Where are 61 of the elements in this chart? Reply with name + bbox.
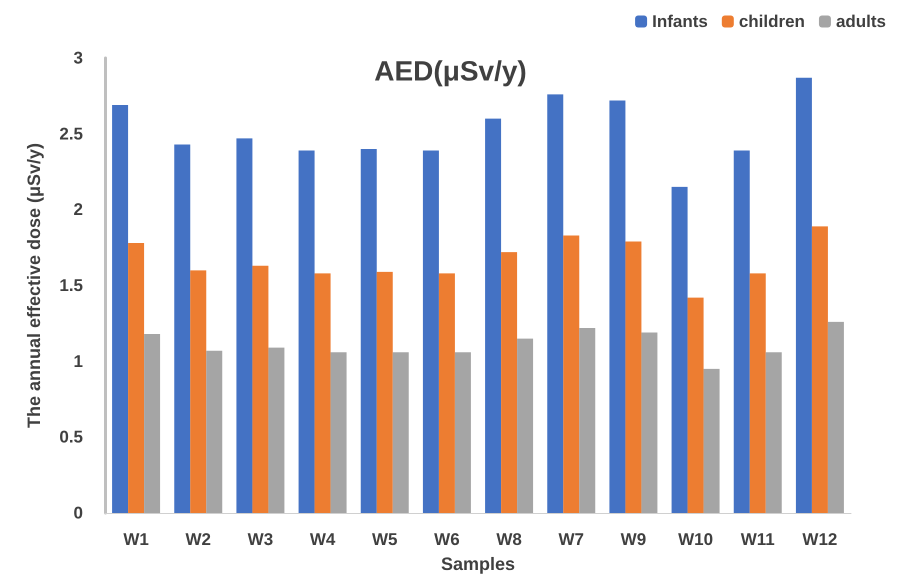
bar <box>422 150 439 513</box>
bar <box>501 252 518 513</box>
bar <box>828 322 844 513</box>
bar <box>688 298 704 513</box>
x-tick-label: W1 <box>123 530 149 549</box>
legend-label: children <box>738 12 805 31</box>
y-tick-label: 2 <box>74 200 83 220</box>
y-tick-label: 1 <box>74 352 83 371</box>
bar <box>641 332 658 513</box>
bar <box>812 226 828 513</box>
bar <box>268 348 284 513</box>
x-tick-label: W9 <box>620 530 646 549</box>
bar <box>563 235 580 513</box>
x-tick-label: W10 <box>678 530 714 549</box>
bar <box>330 352 347 513</box>
bar <box>625 242 642 513</box>
bar <box>252 266 268 513</box>
x-tick-label: W11 <box>740 530 775 549</box>
bar <box>112 105 128 513</box>
bar <box>376 272 393 513</box>
bar <box>766 352 782 513</box>
bar <box>128 243 144 513</box>
y-tick-label: 2.5 <box>59 124 83 144</box>
y-tick-label: 1.5 <box>59 276 83 295</box>
legend-label: Infants <box>652 12 708 31</box>
legend-label: adults <box>836 12 886 31</box>
bar <box>236 138 252 513</box>
x-tick-label: W8 <box>496 530 522 549</box>
y-tick-label: 3 <box>74 48 83 68</box>
x-tick-label: W4 <box>310 530 336 549</box>
bar <box>174 144 190 513</box>
x-axis-title: Samples <box>440 554 516 574</box>
bar <box>734 150 750 513</box>
bar <box>517 338 534 513</box>
y-tick-label: 0 <box>74 504 83 522</box>
bar <box>298 150 315 513</box>
bar <box>672 186 688 513</box>
bar <box>360 149 377 513</box>
bar <box>609 100 626 513</box>
bar <box>547 94 564 513</box>
bar <box>579 328 596 513</box>
x-tick-label: W3 <box>248 530 274 549</box>
x-tick-label: W7 <box>558 530 584 549</box>
x-tick-label: W5 <box>372 530 398 549</box>
bar <box>796 78 812 513</box>
bar <box>206 350 222 513</box>
bar <box>314 273 331 513</box>
bar <box>485 118 502 513</box>
bar <box>144 334 160 513</box>
bar <box>704 368 720 513</box>
chart-title: AED(μSv/y) <box>374 56 527 86</box>
x-tick-label: W2 <box>186 530 211 549</box>
x-tick-label: W6 <box>434 530 460 549</box>
bar <box>438 273 455 513</box>
y-tick-label: 0.5 <box>59 428 83 447</box>
y-axis-title: The annual effective dose (μSv/y) <box>24 142 44 428</box>
bar <box>190 270 206 513</box>
bar <box>454 352 471 513</box>
bar <box>750 273 766 513</box>
bar <box>392 352 409 513</box>
x-tick-label: W12 <box>802 530 838 549</box>
